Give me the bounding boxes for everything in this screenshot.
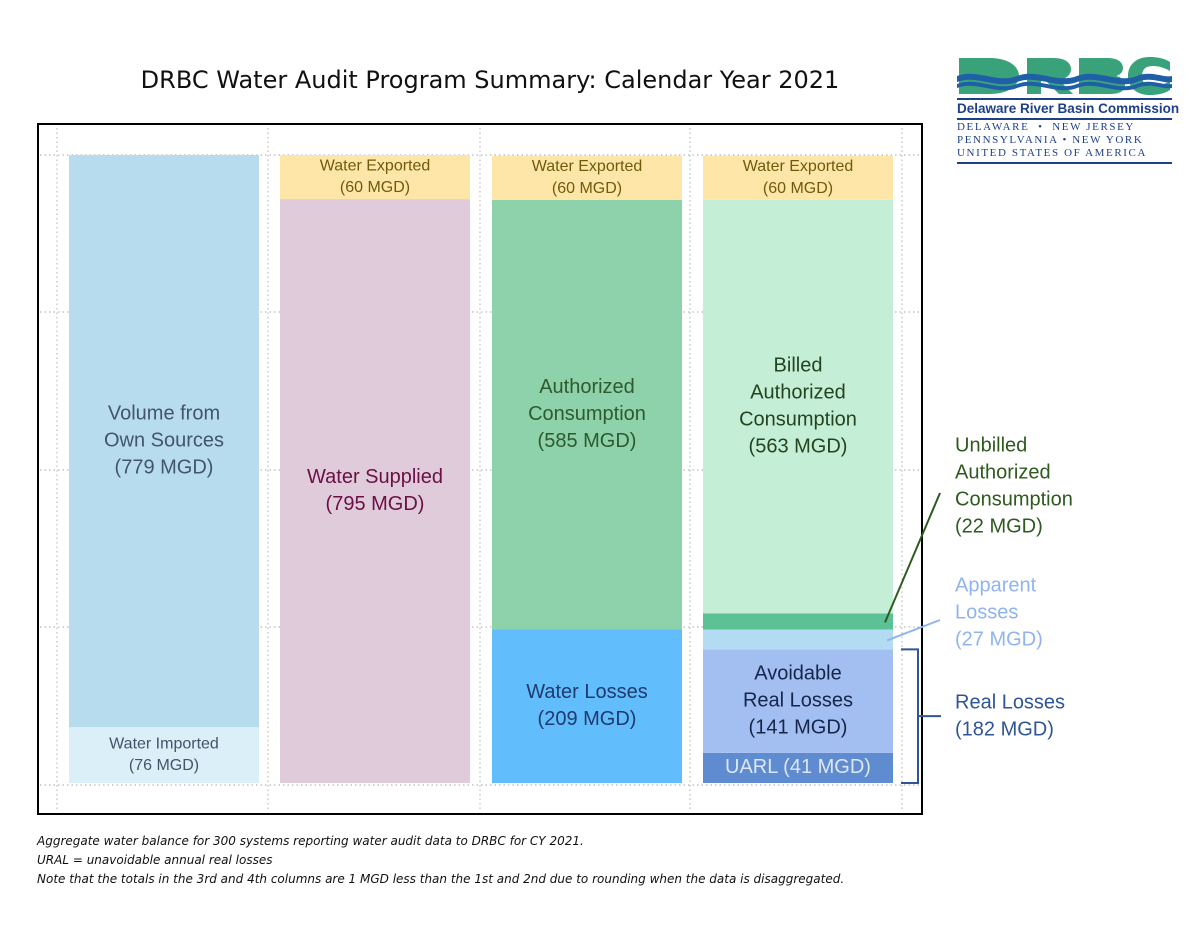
logo-rule-bottom	[957, 162, 1172, 164]
bar-label-col3-water-exported-1: (60 MGD)	[552, 180, 622, 197]
annotation-apparent-2: (27 MGD)	[955, 628, 1043, 650]
bar-label-col2-water-exported-1: (60 MGD)	[340, 179, 410, 196]
bar-label-col4-billed-2: Consumption	[739, 408, 857, 430]
logo-org-name: Delaware River Basin Commission	[957, 101, 1180, 116]
leader-apparent-losses	[886, 619, 941, 642]
annotation-unbilled-1: Authorized	[955, 461, 1051, 483]
chart-title: DRBC Water Audit Program Summary: Calend…	[140, 66, 840, 94]
annotation-unbilled-3: (22 MGD)	[955, 515, 1043, 537]
bar-label-col3-authorized-0: Authorized	[539, 376, 635, 398]
bar-col4-avoidable-1	[703, 649, 893, 753]
footnote-2: URAL = unavoidable annual real losses	[37, 853, 273, 867]
bar-col4-segment-3	[703, 613, 893, 630]
bar-col1-water-imported-0	[69, 727, 259, 783]
bar-label-col4-avoidable-1: Real Losses	[743, 689, 853, 711]
bar-label-col2-water-exported-0: Water Exported	[320, 157, 431, 174]
bar-label-col3-water-losses-0: Water Losses	[526, 681, 648, 703]
logo-rule-top	[957, 98, 1172, 100]
bar-label-col1-volume-from-0: Volume from	[108, 402, 220, 424]
bar-label-col4-billed-1: Authorized	[750, 381, 846, 403]
bar-col4-billed-4	[703, 199, 893, 614]
bar-col3-water-losses-0	[492, 629, 682, 783]
bar-label-col1-volume-from-2: (779 MGD)	[115, 456, 214, 478]
bar-col3-authorized-1	[492, 199, 682, 630]
logo-rule-middle	[957, 118, 1172, 120]
logo-states-line-3: UNITED STATES OF AMERICA	[957, 147, 1147, 159]
bar-label-col1-water-imported-0: Water Imported	[109, 736, 219, 753]
leader-unbilled-authorized	[884, 492, 941, 623]
bar-col3-water-exported-2	[492, 155, 682, 200]
bar-label-col3-water-exported-0: Water Exported	[532, 158, 643, 175]
logo-states-line-2: PENNSYLVANIA • NEW YORK	[957, 134, 1144, 146]
footnotes: Aggregate water balance for 300 systems …	[37, 832, 844, 889]
bar-label-col2-water-supplied-0: Water Supplied	[307, 466, 443, 488]
bar-label-col4-avoidable-0: Avoidable	[754, 662, 841, 684]
footnote-3: Note that the totals in the 3rd and 4th …	[37, 872, 845, 886]
bar-col4-uarl-41-mgd-0	[703, 752, 893, 783]
bar-label-col4-avoidable-2: (141 MGD)	[749, 716, 848, 738]
annotation-unbilled-0: Unbilled	[955, 434, 1027, 456]
footnote-1: Aggregate water balance for 300 systems …	[37, 834, 584, 848]
annotation-unbilled-2: Consumption	[955, 488, 1073, 510]
bar-label-col4-water-exported-0: Water Exported	[743, 158, 854, 175]
annotation-real-losses-0: Real Losses	[955, 691, 1065, 713]
bar-label-col1-volume-from-1: Own Sources	[104, 429, 224, 451]
logo-states-line-1: DELAWARE • NEW JERSEY	[957, 121, 1135, 133]
chart-frame	[37, 123, 923, 815]
bracket-real-losses	[901, 648, 941, 784]
annotation-real-losses-1: (182 MGD)	[955, 718, 1054, 740]
bar-col2-water-exported-1	[280, 155, 470, 200]
bar-col4-segment-2	[703, 629, 893, 650]
bar-col1-volume-from-1	[69, 155, 259, 728]
bar-col2-water-supplied-0	[280, 199, 470, 783]
bar-label-col4-water-exported-1: (60 MGD)	[763, 180, 833, 197]
bar-label-col4-uarl-41-mgd-0: UARL (41 MGD)	[725, 756, 871, 778]
annotation-apparent-1: Losses	[955, 601, 1018, 623]
bar-label-col4-billed-3: (563 MGD)	[749, 435, 848, 457]
bar-label-col3-authorized-2: (585 MGD)	[538, 430, 637, 452]
bar-label-col3-water-losses-1: (209 MGD)	[538, 708, 637, 730]
bar-label-col3-authorized-1: Consumption	[528, 403, 646, 425]
annotation-apparent-0: Apparent	[955, 574, 1037, 596]
drbc-wordmark-logo	[957, 52, 1172, 100]
bar-label-col2-water-supplied-1: (795 MGD)	[326, 493, 425, 515]
bar-label-col1-water-imported-1: (76 MGD)	[129, 757, 199, 774]
bar-label-col4-billed-0: Billed	[774, 354, 823, 376]
bar-col4-water-exported-5	[703, 155, 893, 200]
